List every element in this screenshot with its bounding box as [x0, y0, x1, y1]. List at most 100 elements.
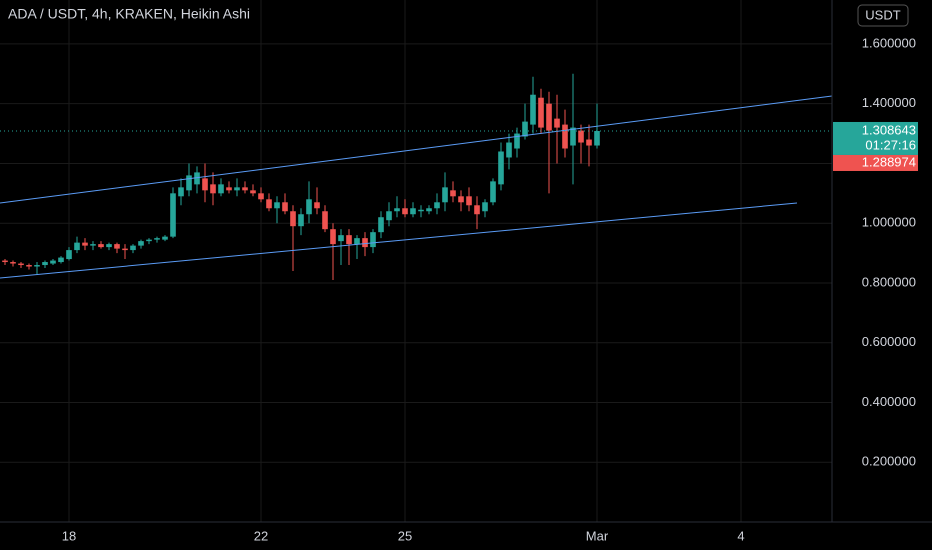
- candle-body: [522, 121, 528, 137]
- axes: 0.200000 0.400000 0.600000 0.800000 1.000000…: [0, 35, 918, 543]
- candle-body: [178, 187, 184, 197]
- candle-body: [66, 250, 72, 260]
- candle-body: [218, 184, 224, 194]
- trend-line-upper: [0, 95, 833, 204]
- candle-body: [442, 187, 448, 203]
- candle-body: [98, 244, 104, 248]
- candle-body: [266, 199, 272, 209]
- candle-body: [146, 239, 152, 242]
- candle-body: [458, 196, 464, 203]
- candle-body: [18, 263, 24, 266]
- candle-body: [402, 208, 408, 215]
- candle-body: [506, 142, 512, 158]
- candle-body: [466, 196, 472, 206]
- candle-body: [298, 214, 304, 227]
- candle-body: [562, 124, 568, 149]
- candle-body: [130, 245, 136, 251]
- candle-body: [114, 244, 120, 249]
- candle-body: [154, 238, 160, 240]
- candle-body: [2, 260, 8, 263]
- candle-body: [378, 217, 384, 233]
- candle-body: [306, 199, 312, 215]
- candle-body: [554, 118, 560, 128]
- countdown-label: 01:27:16: [865, 137, 916, 152]
- candle-body: [42, 262, 48, 266]
- candle-body: [210, 184, 216, 194]
- candle-body: [570, 127, 576, 146]
- candle-body: [106, 244, 112, 248]
- candle-body: [10, 262, 16, 264]
- candle-body: [426, 208, 432, 212]
- currency-button[interactable]: [857, 4, 909, 27]
- candle-body: [202, 178, 208, 191]
- candle-body: [226, 187, 232, 191]
- candle-body: [410, 208, 416, 215]
- candle-body: [498, 151, 504, 185]
- candle-body: [34, 265, 40, 267]
- candle-body: [314, 202, 320, 209]
- candle-body: [394, 208, 400, 212]
- candle-body: [330, 229, 336, 245]
- candle-body: [258, 193, 264, 200]
- candle-body: [434, 202, 440, 209]
- candle-body: [490, 181, 496, 203]
- x-tick-label: 4: [737, 528, 744, 543]
- candle-body: [322, 211, 328, 230]
- grid: [0, 0, 832, 522]
- candle-body: [482, 202, 488, 212]
- candle-body: [250, 190, 256, 194]
- x-tick-label: 22: [254, 528, 268, 543]
- candle-body: [586, 139, 592, 146]
- candle-body: [50, 260, 56, 264]
- candle-body: [170, 193, 176, 237]
- x-tick-label: 18: [62, 528, 76, 543]
- x-tick-label: Mar: [586, 528, 609, 543]
- candle-body: [290, 211, 296, 227]
- candle-body: [354, 238, 360, 245]
- last-price-box: [833, 121, 918, 155]
- candle-body: [538, 97, 544, 128]
- last-price-label: 1.308643: [862, 122, 916, 137]
- prev-price-label: 1.288974: [862, 154, 916, 169]
- candle-body: [418, 209, 424, 212]
- candle-body: [90, 244, 96, 246]
- candle-body: [74, 242, 80, 251]
- candle-body: [450, 190, 456, 197]
- candle-body: [530, 94, 536, 125]
- y-tick-label: 0.400000: [862, 394, 916, 409]
- y-tick-label: 1.400000: [862, 95, 916, 110]
- candle-body: [594, 130, 600, 146]
- candle-body: [386, 211, 392, 221]
- y-tick-label: 1.600000: [862, 35, 916, 50]
- candle-body: [26, 265, 32, 267]
- candle-body: [338, 235, 344, 242]
- candle-body: [234, 187, 240, 191]
- trend-line-lower: [0, 202, 798, 279]
- currency-label[interactable]: USDT: [865, 7, 900, 22]
- x-tick-label: 25: [398, 528, 412, 543]
- candle-body: [58, 257, 64, 263]
- candle-body: [194, 172, 200, 185]
- y-tick-label: 0.200000: [862, 454, 916, 469]
- candle-body: [474, 205, 480, 215]
- candle-body: [370, 232, 376, 248]
- candle-body: [138, 241, 144, 246]
- candle-body: [362, 238, 368, 248]
- candle-body: [82, 242, 88, 246]
- candle-body: [514, 133, 520, 149]
- candle-body: [282, 202, 288, 212]
- candle-body: [346, 235, 352, 245]
- y-tick-label: 1.000000: [862, 215, 916, 230]
- candle-body: [274, 202, 280, 209]
- candle-body: [162, 236, 168, 240]
- candle-body: [578, 130, 584, 143]
- prev-price-box: [833, 154, 918, 171]
- chart-title: ADA / USDT, 4h, KRAKEN, Heikin Ashi: [8, 6, 250, 22]
- candle-body: [186, 175, 192, 191]
- candle-body: [546, 103, 552, 131]
- y-tick-label: 0.800000: [862, 274, 916, 289]
- candle-body: [122, 248, 128, 251]
- candles: [2, 73, 600, 280]
